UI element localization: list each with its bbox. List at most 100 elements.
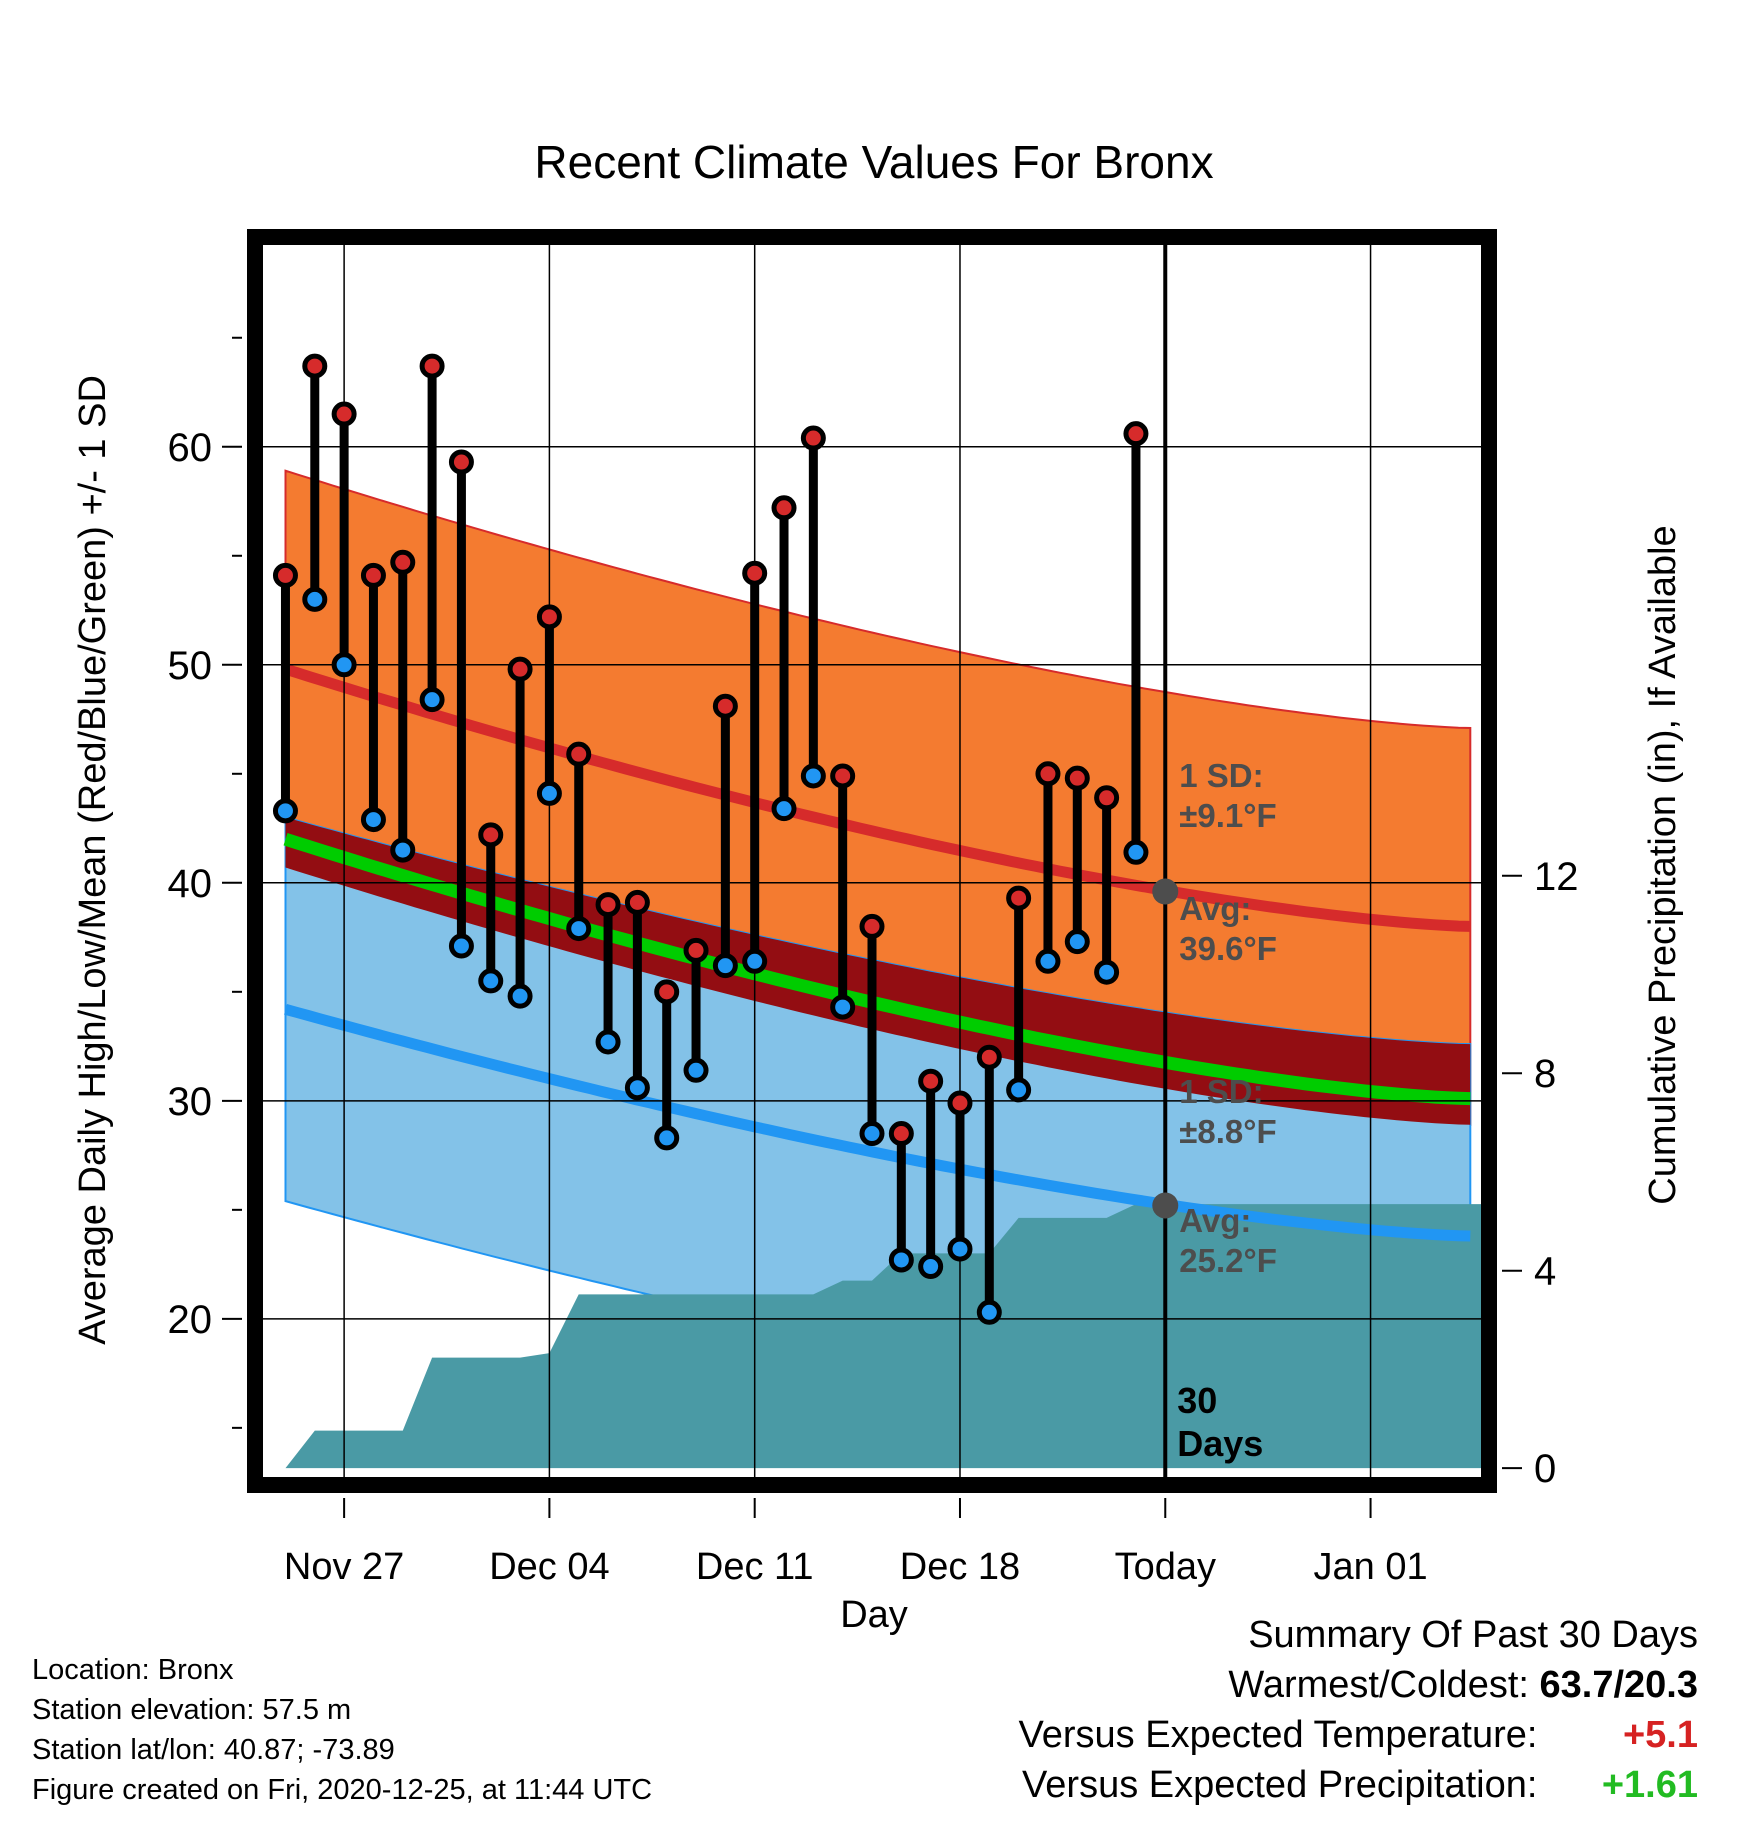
- low-point: [1006, 1077, 1032, 1103]
- high-point: [1094, 785, 1120, 811]
- elevation-text: Station elevation: 57.5 m: [32, 1694, 352, 1726]
- low-avg-value: 25.2°F: [1179, 1242, 1277, 1279]
- low-point: [683, 1057, 709, 1083]
- high-point: [272, 562, 298, 588]
- low-point: [624, 1075, 650, 1101]
- high-avg-label: Avg:: [1179, 890, 1251, 927]
- low-point: [800, 763, 826, 789]
- avg-low-dot: [1152, 1192, 1179, 1219]
- low-point: [1035, 948, 1061, 974]
- high-point: [595, 892, 621, 918]
- high-point: [478, 822, 504, 848]
- days-label-number: 30: [1177, 1380, 1217, 1421]
- high-point: [1006, 885, 1032, 911]
- low-point: [771, 796, 797, 822]
- high-point: [448, 449, 474, 475]
- y-tick-label: 60: [168, 426, 213, 470]
- low-point: [1064, 929, 1090, 955]
- low-point: [331, 652, 357, 678]
- low-point: [478, 968, 504, 994]
- high-point: [331, 401, 357, 427]
- low-point: [302, 586, 328, 612]
- low-point: [830, 994, 856, 1020]
- summary-precip-row: Versus Expected Precipitation: +1.61: [1019, 1760, 1698, 1810]
- high-point: [859, 913, 885, 939]
- avg-high-dot: [1152, 878, 1179, 905]
- chart-title: Recent Climate Values For Bronx: [534, 136, 1213, 188]
- high-sd-value: ±9.1°F: [1179, 797, 1276, 834]
- plot-content: [262, 244, 1482, 1478]
- low-sd-value: ±8.8°F: [1179, 1113, 1276, 1150]
- high-avg-value: 39.6°F: [1179, 930, 1277, 967]
- precip-value: +1.61: [1601, 1764, 1698, 1806]
- normal-high-line: [283, 663, 1471, 932]
- precip-label: Versus Expected Precipitation:: [1022, 1764, 1538, 1806]
- x-tick-label: Dec 18: [900, 1546, 1020, 1588]
- created-text: Figure created on Fri, 2020-12-25, at 11…: [32, 1774, 653, 1806]
- high-point: [507, 656, 533, 682]
- station-info: Location: Bronx Station elevation: 57.5 …: [32, 1650, 652, 1810]
- y-axis-label: Average Daily High/Low/Mean (Red/Blue/Gr…: [72, 375, 114, 1345]
- latlon-text: Station lat/lon: 40.87; -73.89: [32, 1734, 395, 1766]
- high-point: [683, 937, 709, 963]
- low-point: [566, 916, 592, 942]
- low-point: [360, 807, 386, 833]
- high-point: [566, 741, 592, 767]
- low-point: [419, 687, 445, 713]
- y2-tick-label: 12: [1534, 855, 1579, 899]
- normal-mean-line: [283, 833, 1471, 1106]
- summary-title: Summary Of Past 30 Days: [1248, 1614, 1698, 1656]
- x-axis-label: Day: [840, 1594, 908, 1636]
- high-point: [742, 560, 768, 586]
- high-point: [1064, 765, 1090, 791]
- x-tick-label: Today: [1115, 1546, 1216, 1588]
- location-text: Location: Bronx: [32, 1654, 234, 1686]
- high-sd-label: 1 SD:: [1179, 757, 1263, 794]
- high-point: [536, 604, 562, 630]
- low-point: [742, 948, 768, 974]
- y2-tick-label: 4: [1534, 1250, 1556, 1294]
- high-point: [419, 353, 445, 379]
- temp-value: +5.1: [1622, 1714, 1698, 1756]
- y-tick-label: 50: [168, 644, 213, 688]
- low-point: [888, 1247, 914, 1273]
- low-point: [918, 1254, 944, 1280]
- low-point: [976, 1299, 1002, 1325]
- y-tick-label: 20: [168, 1298, 213, 1342]
- summary-panel: Summary Of Past 30 Days Warmest/Coldest:…: [1019, 1610, 1698, 1810]
- low-point: [507, 983, 533, 1009]
- high-point: [1123, 421, 1149, 447]
- y2-tick-label: 0: [1534, 1447, 1556, 1491]
- high-point: [1035, 761, 1061, 787]
- normal-low-line: [284, 1003, 1471, 1242]
- high-point: [888, 1121, 914, 1147]
- high-point: [712, 693, 738, 719]
- low-point: [390, 837, 416, 863]
- low-point: [448, 933, 474, 959]
- x-tick-label: Jan 01: [1314, 1546, 1428, 1588]
- warm-cold-label: Warmest/Coldest:: [1228, 1664, 1529, 1706]
- low-point: [654, 1125, 680, 1151]
- low-point: [1094, 959, 1120, 985]
- warm-cold-value: 63.7/20.3: [1539, 1664, 1698, 1706]
- days-label-text: Days: [1177, 1423, 1263, 1464]
- high-point: [390, 549, 416, 575]
- low-point: [1123, 839, 1149, 865]
- x-tick-label: Nov 27: [284, 1546, 404, 1588]
- low-point: [595, 1029, 621, 1055]
- x-tick-label: Dec 11: [696, 1546, 814, 1588]
- temp-label: Versus Expected Temperature:: [1018, 1714, 1538, 1756]
- y2-tick-label: 8: [1534, 1052, 1556, 1096]
- high-point: [918, 1068, 944, 1094]
- low-point: [536, 780, 562, 806]
- high-point: [947, 1090, 973, 1116]
- plot-frame: [247, 229, 1497, 1493]
- x-tick-label: Dec 04: [489, 1546, 609, 1588]
- summary-warm-cold-row: Warmest/Coldest: 63.7/20.3: [1019, 1660, 1698, 1710]
- low-point: [947, 1236, 973, 1262]
- low-sd-label: 1 SD:: [1179, 1073, 1263, 1110]
- precipitation-area: [285, 1204, 1482, 1469]
- high-point: [360, 562, 386, 588]
